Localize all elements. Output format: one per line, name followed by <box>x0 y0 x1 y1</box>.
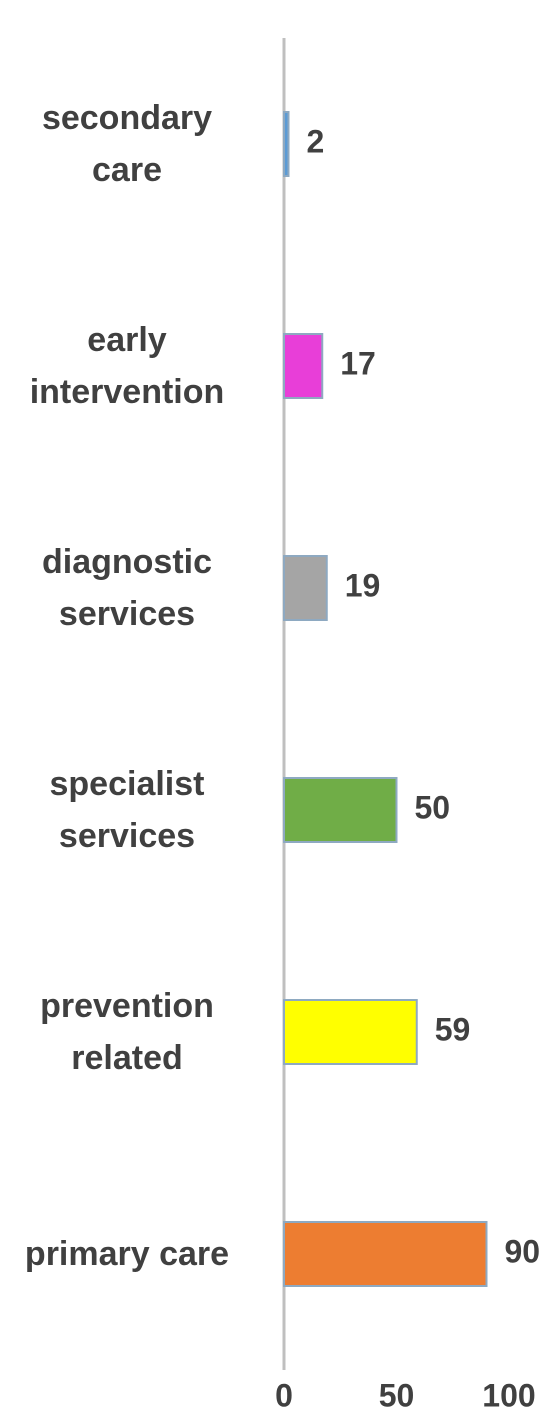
value-label: 90 <box>505 1233 541 1269</box>
value-label: 17 <box>340 345 376 381</box>
category-label: prevention related <box>40 987 214 1077</box>
value-label: 59 <box>435 1011 471 1047</box>
x-tick-label: 100 <box>482 1377 535 1413</box>
x-tick-label: 0 <box>275 1377 293 1413</box>
bar <box>283 777 398 843</box>
value-label: 50 <box>415 789 451 825</box>
value-label: 2 <box>307 123 325 159</box>
x-tick-label: 50 <box>379 1377 415 1413</box>
category-label: diagnostic services <box>41 543 213 633</box>
category-label: secondary care <box>41 99 213 189</box>
value-label: 19 <box>345 567 381 603</box>
bar <box>283 111 290 177</box>
category-label: specialist services <box>49 765 205 855</box>
bar <box>283 1221 488 1287</box>
category-label: primary care <box>24 1235 230 1273</box>
category-label: early intervention <box>29 321 225 411</box>
bar <box>283 555 328 621</box>
bar <box>283 999 418 1065</box>
bar <box>283 333 324 399</box>
